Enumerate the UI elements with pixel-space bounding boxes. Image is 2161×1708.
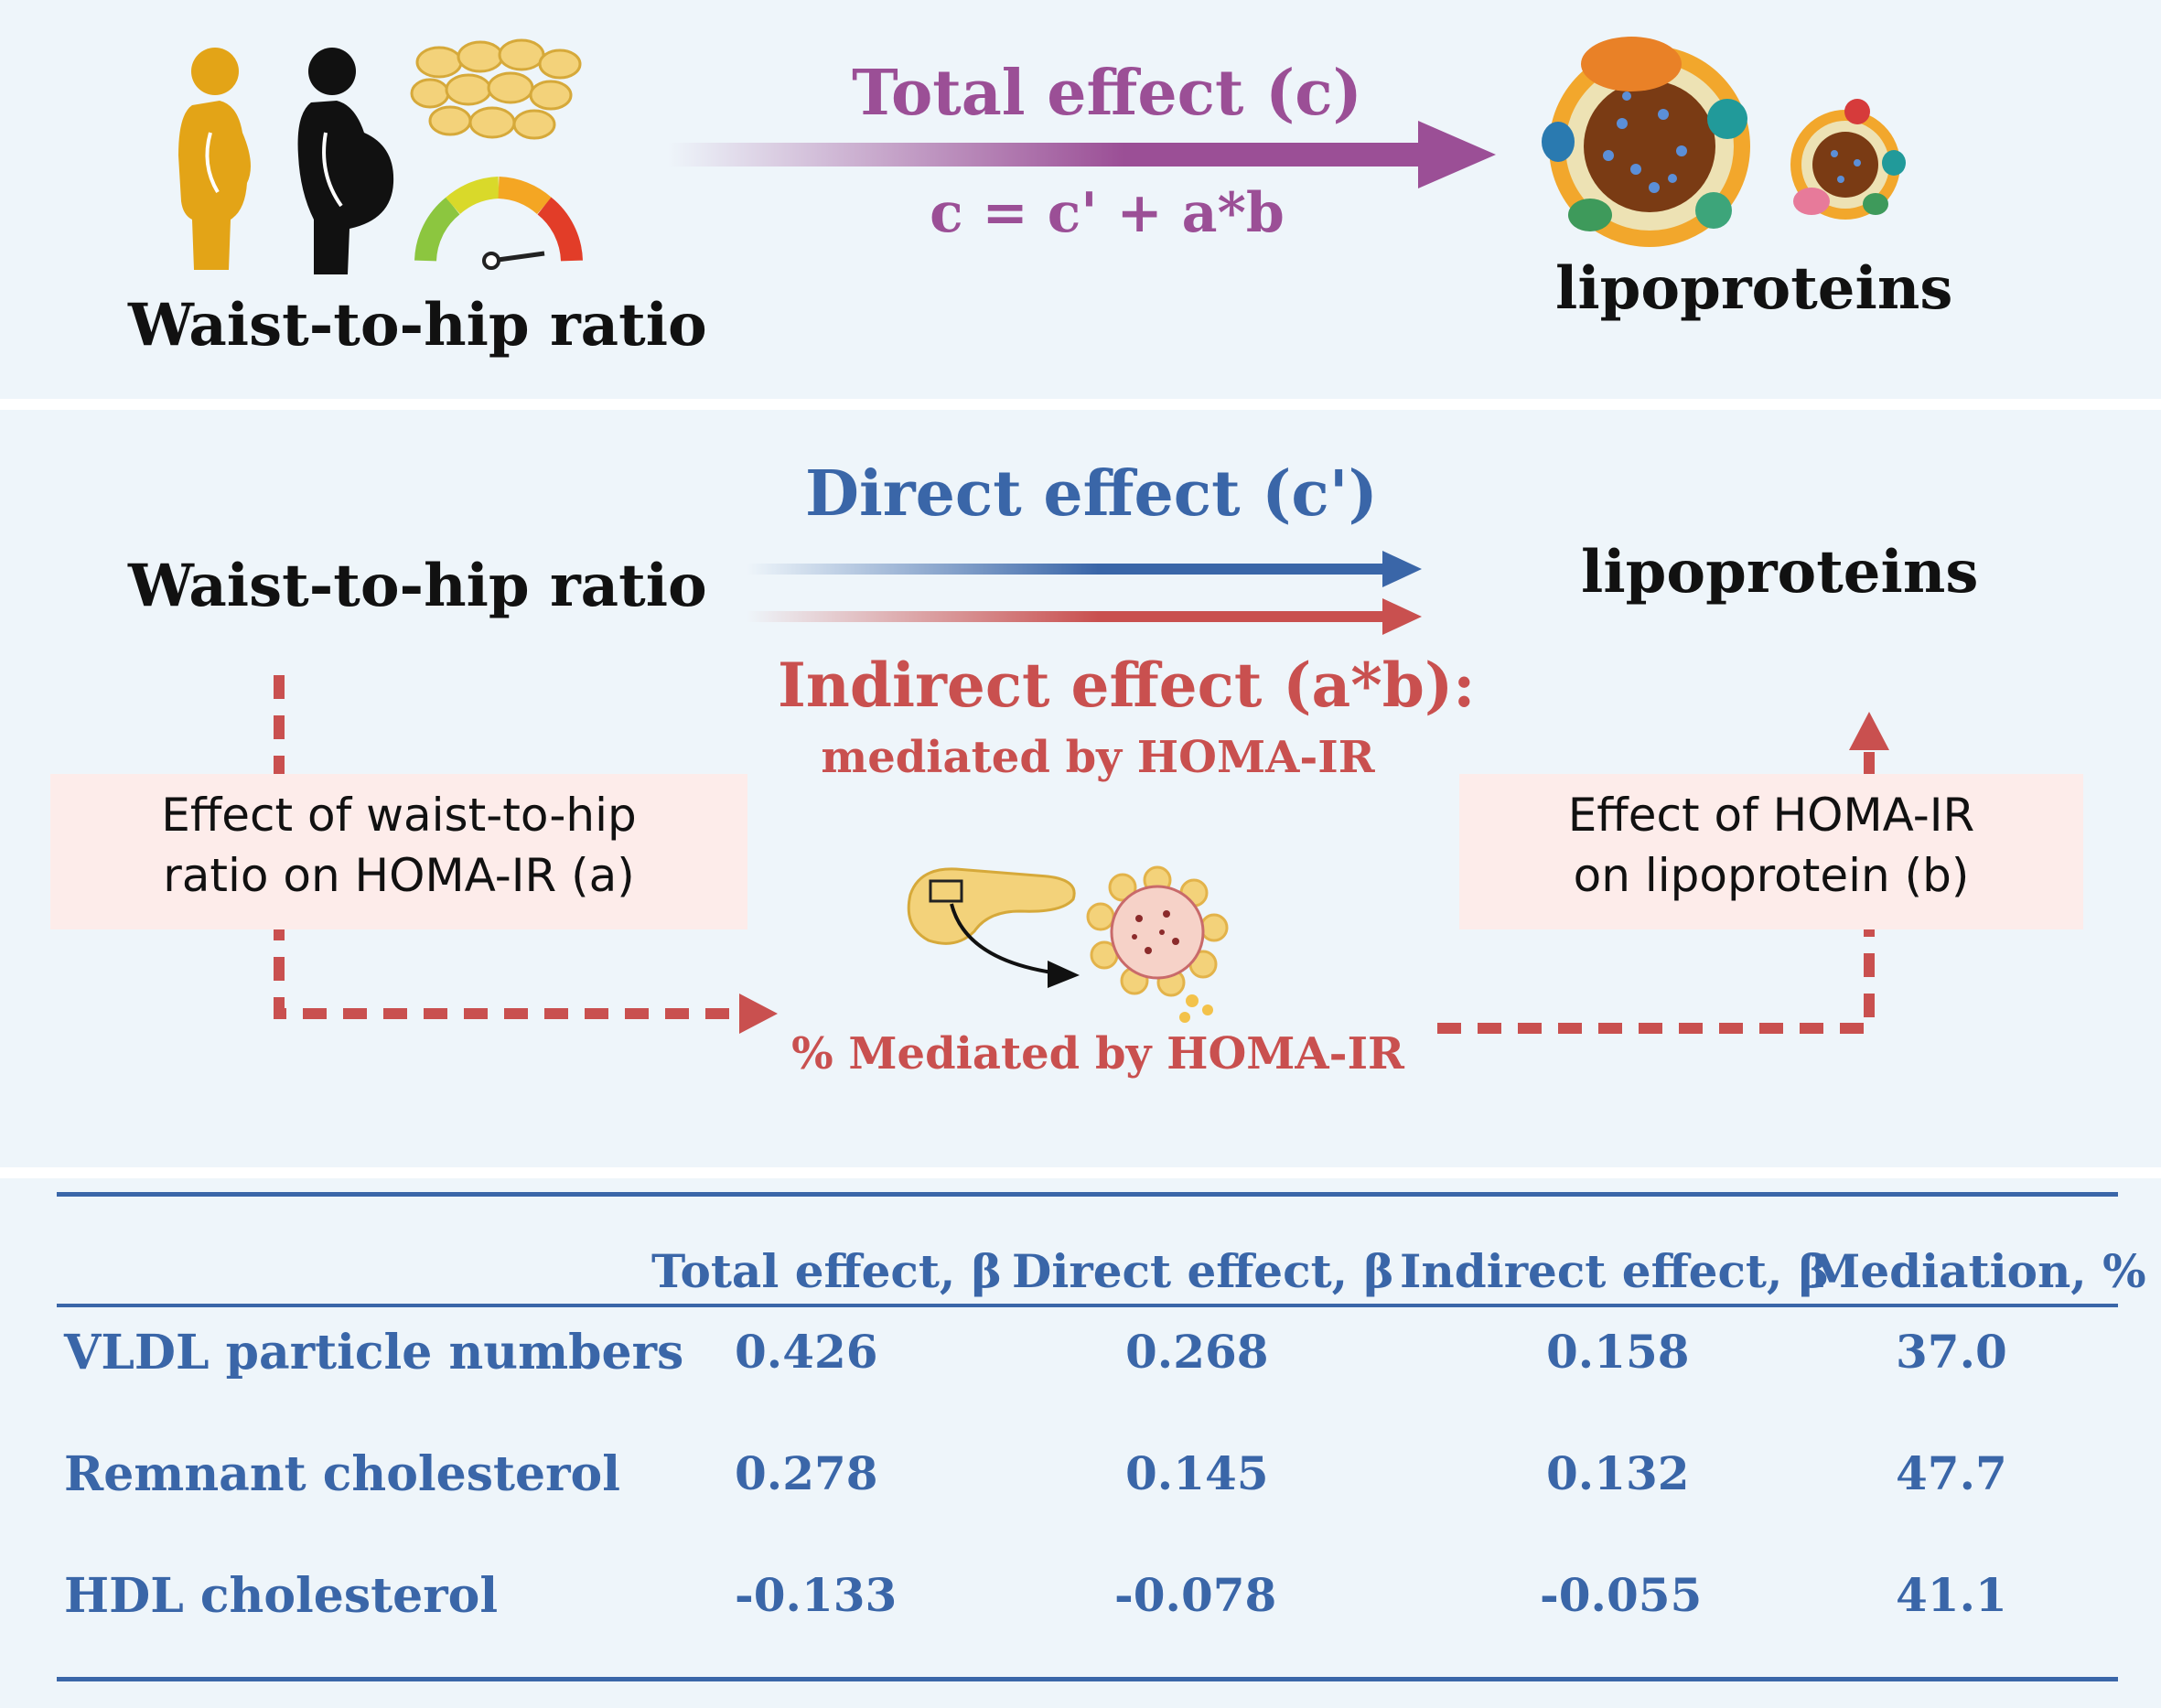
person-obese-icon xyxy=(297,48,394,274)
lipoprotein-large-icon xyxy=(1542,37,1750,247)
mediated-label: % Mediated by HOMA-IR xyxy=(791,1028,1404,1080)
path-a-line2: ratio on HOMA-IR (a) xyxy=(163,849,635,902)
row-value: 47.7 xyxy=(1896,1446,2007,1500)
path-a-line1: Effect of waist-to-hip xyxy=(161,789,637,842)
table-top-rule xyxy=(57,1192,2118,1197)
table-bottom-rule xyxy=(57,1677,2118,1681)
row-value: 41.1 xyxy=(1896,1568,2007,1622)
row-value: 0.268 xyxy=(1125,1325,1269,1379)
row-value: 0.158 xyxy=(1546,1325,1690,1379)
indirect-effect-sub-label: mediated by HOMA-IR xyxy=(821,732,1375,783)
total-exposure-label: Waist-to-hip ratio xyxy=(128,291,707,360)
header-total-effect: Total effect, β xyxy=(651,1244,1002,1298)
path-a-dashed-arrow xyxy=(274,675,778,1034)
indirect-effect-label: Indirect effect (a*b): xyxy=(778,650,1476,721)
lipoprotein-small-icon xyxy=(1790,99,1906,220)
row-label: VLDL particle numbers xyxy=(64,1325,684,1380)
header-direct-effect: Direct effect, β xyxy=(1012,1244,1394,1298)
path-b-line2: on lipoprotein (b) xyxy=(1573,849,1970,902)
row-value: 37.0 xyxy=(1896,1325,2007,1379)
indirect-effect-arrow xyxy=(747,598,1422,635)
header-indirect-effect: Indirect effect, β xyxy=(1400,1244,1830,1298)
total-effect-panel: Waist-to-hip ratio Total effect (c) c = … xyxy=(0,0,2161,399)
islet-cell-icon xyxy=(1086,865,1229,1023)
direct-effect-label: Direct effect (c') xyxy=(805,457,1378,531)
row-value: 0.426 xyxy=(735,1325,878,1379)
table-header-rule xyxy=(57,1304,2118,1307)
path-b-box: Effect of HOMA-IR on lipoprotein (b) xyxy=(1459,774,2083,929)
row-value: -0.078 xyxy=(1114,1568,1277,1622)
fat-cells-icon xyxy=(410,38,582,140)
direct-effect-arrow xyxy=(747,551,1422,587)
row-value: -0.055 xyxy=(1540,1568,1703,1622)
path-a-box: Effect of waist-to-hip ratio on HOMA-IR … xyxy=(50,774,747,929)
gauge-icon xyxy=(414,177,583,270)
row-label: HDL cholesterol xyxy=(64,1568,499,1624)
total-effect-arrow xyxy=(668,121,1496,188)
mediation-exposure-label: Waist-to-hip ratio xyxy=(128,552,707,620)
mediation-panel: Waist-to-hip ratio lipoproteins Direct e… xyxy=(0,410,2161,1167)
person-slim-icon xyxy=(178,48,251,270)
path-b-line1: Effect of HOMA-IR xyxy=(1567,789,1975,842)
total-effect-label: Total effect (c) xyxy=(852,57,1362,130)
row-value: 0.132 xyxy=(1546,1446,1690,1500)
row-value: 0.145 xyxy=(1125,1446,1269,1500)
mediation-outcome-label: lipoproteins xyxy=(1581,538,1979,607)
row-value: -0.133 xyxy=(735,1568,898,1622)
row-value: 0.278 xyxy=(735,1446,878,1500)
equation-label: c = c' + a*b xyxy=(930,181,1285,245)
row-label: Remnant cholesterol xyxy=(64,1446,620,1502)
pancreas-icon xyxy=(907,867,1080,988)
results-table-panel: Total effect, β Direct effect, β Indirec… xyxy=(0,1178,2161,1708)
total-outcome-label: lipoproteins xyxy=(1555,254,1953,323)
header-mediation: Mediation, % xyxy=(1810,1244,2146,1298)
